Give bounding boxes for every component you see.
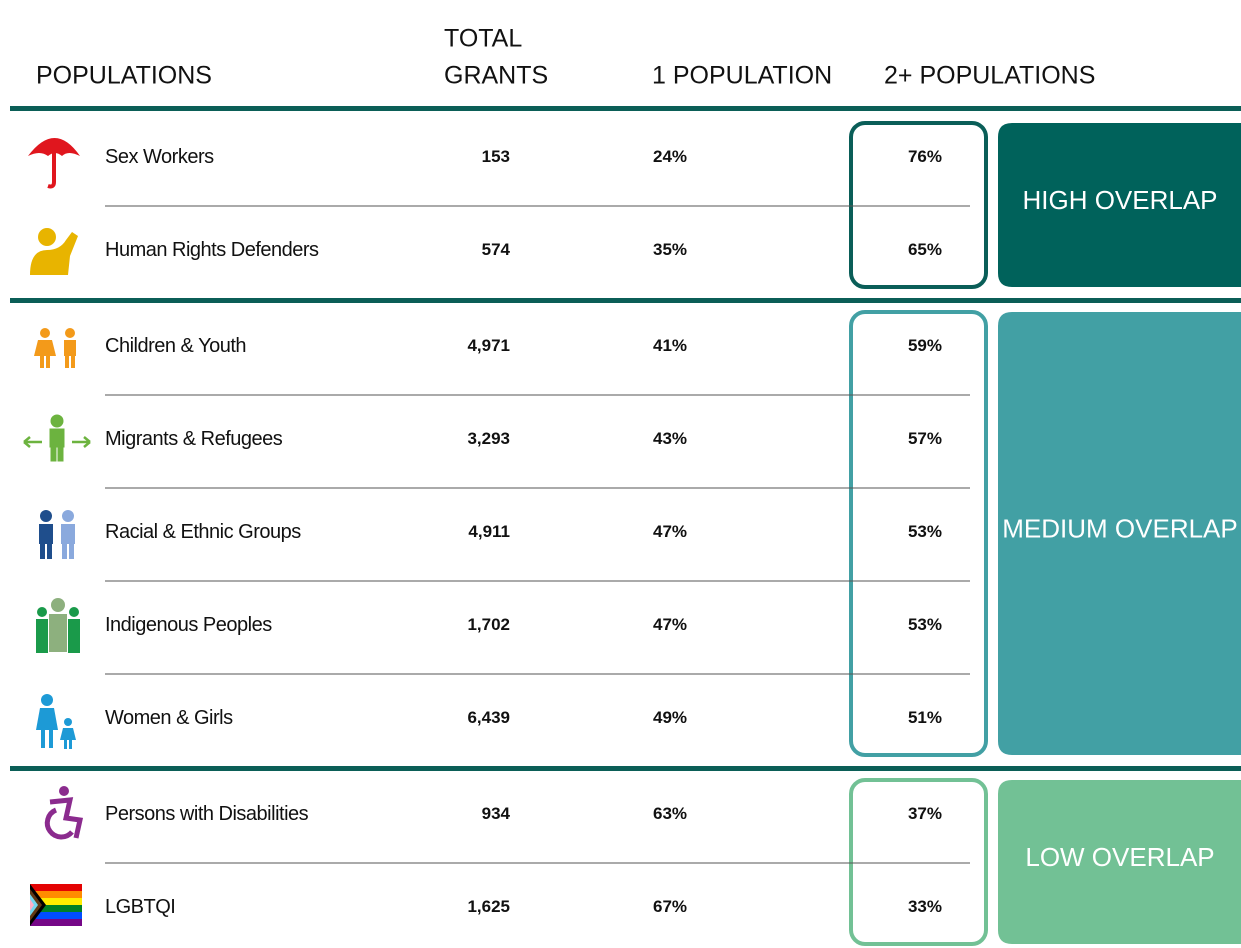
population-name: Migrants & Refugees bbox=[105, 428, 283, 450]
highlight-box bbox=[849, 310, 988, 757]
one-population: 41% bbox=[653, 336, 687, 355]
total-grants: 1,702 bbox=[467, 615, 510, 634]
total-grants: 4,911 bbox=[468, 522, 510, 541]
population-name: Women & Girls bbox=[105, 707, 233, 729]
population-name: Racial & Ethnic Groups bbox=[105, 521, 301, 543]
one-population: 43% bbox=[653, 429, 687, 448]
one-population: 35% bbox=[653, 240, 687, 259]
one-population: 49% bbox=[653, 708, 687, 727]
divider bbox=[10, 766, 1241, 771]
group-block bbox=[998, 780, 1241, 944]
group-label: LOW OVERLAP bbox=[1025, 842, 1214, 872]
total-grants: 153 bbox=[482, 147, 510, 166]
population-name: Indigenous Peoples bbox=[105, 614, 272, 636]
divider bbox=[10, 106, 1241, 111]
highlight-box bbox=[849, 778, 988, 946]
population-name: Sex Workers bbox=[105, 146, 214, 168]
two-populations: 57% bbox=[908, 429, 942, 448]
total-grants: 6,439 bbox=[467, 708, 510, 727]
header-populations: POPULATIONS bbox=[36, 62, 212, 90]
population-name: Human Rights Defenders bbox=[105, 239, 319, 261]
one-population: 47% bbox=[653, 522, 687, 541]
total-grants: 1,625 bbox=[467, 897, 510, 916]
one-population: 47% bbox=[653, 615, 687, 634]
two-populations: 37% bbox=[908, 804, 942, 823]
header-total: TOTAL bbox=[444, 25, 522, 53]
two-populations: 33% bbox=[908, 897, 942, 916]
two-populations: 53% bbox=[908, 522, 942, 541]
group-label: HIGH OVERLAP bbox=[1022, 185, 1217, 215]
one-population: 24% bbox=[653, 147, 687, 166]
two-populations: 76% bbox=[908, 147, 942, 166]
icons bbox=[23, 138, 91, 926]
one-population: 63% bbox=[653, 804, 687, 823]
population-name: LGBTQI bbox=[105, 896, 175, 918]
group-block bbox=[998, 312, 1241, 755]
group-block bbox=[998, 123, 1241, 287]
two-populations: 65% bbox=[908, 240, 942, 259]
two-populations: 51% bbox=[908, 708, 942, 727]
header-one: 1 POPULATION bbox=[652, 62, 832, 90]
group-label: MEDIUM OVERLAP bbox=[1002, 513, 1238, 543]
population-name: Persons with Disabilities bbox=[105, 803, 309, 825]
population-name: Children & Youth bbox=[105, 335, 246, 357]
total-grants: 3,293 bbox=[467, 429, 510, 448]
total-grants: 4,971 bbox=[467, 336, 510, 355]
total-grants: 574 bbox=[482, 240, 511, 259]
two-populations: 59% bbox=[908, 336, 942, 355]
two-populations: 53% bbox=[908, 615, 942, 634]
one-population: 67% bbox=[653, 897, 687, 916]
highlight-box bbox=[849, 121, 988, 289]
header-total: GRANTS bbox=[444, 62, 548, 90]
divider bbox=[10, 298, 1241, 303]
total-grants: 934 bbox=[482, 804, 511, 823]
header-two: 2+ POPULATIONS bbox=[884, 62, 1095, 90]
